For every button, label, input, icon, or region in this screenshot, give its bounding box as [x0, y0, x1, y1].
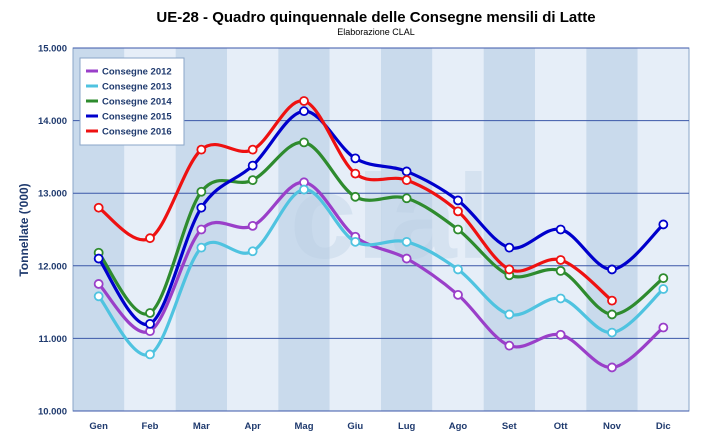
- data-point: [555, 265, 566, 276]
- y-axis-ticks: 10.000 11.000 12.000 13.000 14.000 15.000: [38, 44, 67, 418]
- data-point: [401, 175, 412, 186]
- x-tick-label: Mar: [193, 421, 210, 432]
- data-point: [93, 253, 104, 264]
- column-band: [586, 48, 638, 411]
- data-point: [93, 202, 104, 213]
- data-point: [401, 166, 412, 177]
- data-point: [350, 168, 361, 179]
- data-point: [607, 362, 617, 373]
- y-tick-label: 13.000: [38, 189, 67, 200]
- data-point: [555, 224, 566, 235]
- data-point: [658, 219, 669, 230]
- data-point: [247, 175, 258, 186]
- watermark: clal: [290, 150, 490, 284]
- column-band: [637, 48, 689, 411]
- data-point: [607, 327, 617, 338]
- series-group: [93, 96, 669, 373]
- x-tick-label: Apr: [244, 421, 261, 432]
- data-point: [350, 236, 361, 247]
- x-tick-label: Giu: [347, 421, 363, 432]
- data-point: [453, 206, 463, 217]
- x-tick-label: Lug: [398, 421, 416, 432]
- data-point: [555, 329, 566, 340]
- y-tick-label: 14.000: [38, 116, 67, 127]
- legend-label: Consegne 2012: [102, 67, 172, 78]
- data-point: [453, 195, 463, 206]
- data-point: [247, 246, 258, 257]
- data-point: [607, 295, 617, 306]
- data-point: [145, 349, 155, 360]
- data-point: [145, 308, 155, 318]
- data-point: [504, 340, 515, 351]
- column-band: [483, 48, 535, 411]
- legend-label: Consegne 2014: [102, 97, 172, 108]
- data-point: [658, 284, 669, 294]
- x-tick-label: Ago: [449, 421, 468, 432]
- data-point: [658, 273, 669, 284]
- data-point: [504, 264, 515, 275]
- data-point: [93, 279, 104, 289]
- data-point: [401, 253, 412, 264]
- legend-label: Consegne 2015: [102, 112, 172, 123]
- y-tick-label: 12.000: [38, 261, 67, 272]
- data-point: [145, 233, 155, 244]
- legend-label: Consegne 2013: [102, 82, 172, 93]
- data-point: [401, 236, 412, 247]
- data-point: [453, 224, 463, 235]
- data-point: [299, 137, 309, 148]
- data-point: [145, 318, 155, 329]
- data-point: [350, 153, 361, 164]
- data-point: [453, 264, 463, 275]
- data-point: [658, 322, 669, 333]
- data-point: [299, 96, 309, 106]
- data-point: [453, 289, 463, 300]
- y-tick-label: 11.000: [38, 334, 67, 345]
- data-point: [504, 242, 515, 253]
- legend-label: Consegne 2016: [102, 127, 172, 138]
- column-band: [381, 48, 433, 411]
- y-tick-label: 10.000: [38, 407, 67, 418]
- y-axis-label: Tonnellate ('000): [17, 183, 31, 276]
- data-point: [196, 242, 207, 253]
- column-band: [329, 48, 381, 411]
- x-tick-label: Nov: [603, 421, 622, 432]
- legend: Consegne 2012 Consegne 2013 Consegne 2014 C…: [79, 57, 185, 146]
- y-tick-label: 15.000: [38, 44, 67, 55]
- data-point: [555, 255, 566, 265]
- x-tick-label: Set: [502, 421, 518, 432]
- data-point: [196, 144, 207, 155]
- data-point: [299, 184, 309, 195]
- data-point: [247, 144, 258, 155]
- x-tick-label: Feb: [142, 421, 159, 432]
- data-point: [607, 309, 617, 320]
- x-tick-label: Gen: [89, 421, 108, 432]
- data-point: [504, 309, 515, 320]
- data-point: [401, 193, 412, 204]
- data-point: [93, 291, 104, 302]
- data-point: [555, 293, 566, 304]
- series-line: [97, 99, 614, 303]
- data-point: [196, 186, 207, 197]
- data-point: [607, 264, 617, 275]
- data-point: [196, 224, 207, 235]
- x-tick-label: Mag: [295, 421, 314, 432]
- data-point: [299, 106, 309, 117]
- x-tick-label: Dic: [656, 421, 671, 432]
- chart-subtitle: Elaborazione CLAL: [337, 27, 415, 37]
- data-point: [196, 202, 207, 213]
- data-point: [247, 220, 258, 231]
- data-point: [247, 160, 258, 171]
- x-axis-ticks: Gen Feb Mar Apr Mag Giu Lug Ago Set Ott Nov Dic: [89, 421, 670, 432]
- chart-title: UE-28 - Quadro quinquennale delle Conseg…: [156, 9, 595, 26]
- x-tick-label: Ott: [554, 421, 569, 432]
- data-point: [350, 191, 361, 202]
